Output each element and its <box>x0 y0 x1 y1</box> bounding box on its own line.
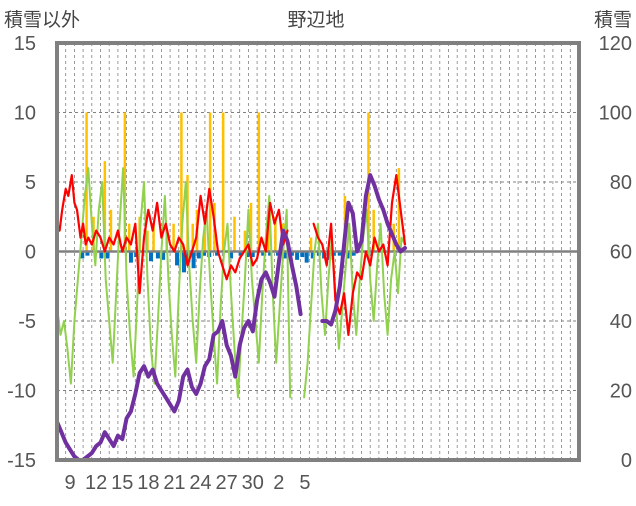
snow-change-bar <box>282 251 287 259</box>
left-tick-label: -5 <box>18 311 36 333</box>
left-tick-label: 15 <box>14 33 36 55</box>
wind-series <box>56 167 406 399</box>
snow-change-bar <box>80 251 85 259</box>
snow-change-bar <box>85 251 90 256</box>
right-tick-label: 80 <box>610 172 632 194</box>
temperature-line <box>312 174 407 336</box>
right-tick-label: 20 <box>610 381 632 403</box>
left-tick-label: -10 <box>7 381 36 403</box>
precipitation-bar <box>191 223 194 252</box>
precipitation-bar <box>243 230 247 252</box>
temperature-series <box>55 174 407 336</box>
snow-change-bar <box>191 251 196 269</box>
snow-change-bar <box>196 251 201 259</box>
precipitation-bar <box>233 216 236 252</box>
snow-change-bar <box>275 251 280 256</box>
right-tick-label: 100 <box>599 103 632 125</box>
precipitation-bar <box>180 112 183 252</box>
snow-change-bar <box>300 251 305 258</box>
snow-change-bar <box>175 251 180 266</box>
x-tick-label: 9 <box>64 472 75 494</box>
snow-change-bar <box>229 251 233 259</box>
x-axis-ticks: 9 12 15 18 21 24 27 30 2 5 <box>64 472 310 494</box>
left-tick-label: 0 <box>25 242 36 264</box>
precipitation-bar <box>208 112 212 252</box>
snow-change-bar <box>327 251 332 260</box>
snow-change-bar <box>250 251 255 258</box>
precipitation-bar <box>203 223 207 252</box>
precipitation-bar <box>146 230 149 252</box>
x-tick-label: 24 <box>189 472 211 494</box>
right-axis-ticks: 120 100 80 60 40 20 0 <box>599 33 632 472</box>
chart-title: 野辺地 <box>287 9 344 31</box>
snow-change-bar <box>261 251 266 256</box>
snow-change-bar <box>310 251 315 259</box>
x-tick-label: 2 <box>273 472 284 494</box>
precipitation-bar <box>172 223 175 252</box>
x-tick-label: 5 <box>299 472 310 494</box>
plot-frame <box>55 41 581 462</box>
snow-change-bar <box>128 251 133 263</box>
precipitation-bar <box>397 168 401 252</box>
x-tick-label: 15 <box>111 472 133 494</box>
snow-change-bar <box>289 251 294 256</box>
snow-change-bar <box>99 251 104 259</box>
wind-line <box>303 208 406 399</box>
precipitation-bar <box>372 209 375 252</box>
snow-change-bar <box>148 251 153 262</box>
temperature-line <box>55 174 289 295</box>
precipitation-bar <box>221 112 225 252</box>
x-tick-label: 30 <box>242 472 264 494</box>
left-tick-label: -15 <box>7 450 36 472</box>
x-tick-label: 18 <box>137 472 159 494</box>
left-tick-label: 5 <box>25 172 36 194</box>
x-tick-label: 12 <box>85 472 107 494</box>
right-tick-label: 120 <box>599 33 632 55</box>
right-tick-label: 0 <box>621 450 632 472</box>
right-tick-label: 60 <box>610 242 632 264</box>
snow-depth-series <box>55 173 407 462</box>
snow-depth-line <box>55 228 303 462</box>
right-tick-label: 40 <box>610 311 632 333</box>
precipitation-bar <box>123 112 127 252</box>
precipitation-bar <box>109 209 113 252</box>
precipitation-bar <box>257 112 261 252</box>
snow-depth-line <box>320 173 407 327</box>
x-tick-label: 27 <box>216 472 238 494</box>
precipitation-bar <box>309 237 313 252</box>
snow-change-bar <box>105 251 110 259</box>
wind-line <box>56 167 292 399</box>
snow-change-bar <box>182 251 187 273</box>
snow-change-bar <box>161 251 166 260</box>
left-axis-label: 積雪以外 <box>4 9 80 31</box>
snow-change-bar <box>238 251 243 256</box>
precipitation-bar <box>103 161 107 252</box>
snow-change-bar <box>215 251 220 256</box>
snow-change-bar <box>268 251 273 256</box>
right-axis-label: 積雪 <box>594 9 632 31</box>
snow-change-bar <box>337 251 342 256</box>
left-tick-label: 10 <box>14 103 36 125</box>
precipitation-bar <box>249 202 253 252</box>
snow-change-bar <box>351 251 356 256</box>
snow-change-bar <box>295 251 300 260</box>
snow-change-bar <box>202 251 207 256</box>
snow-change-bar <box>304 251 309 263</box>
x-tick-label: 21 <box>163 472 185 494</box>
left-axis-ticks: 15 10 5 0 -5 -10 -15 <box>7 33 36 472</box>
snow-change-bar <box>155 251 160 259</box>
precipitation-bar <box>274 216 277 252</box>
snow-change-bar <box>245 251 250 258</box>
precipitation-bar <box>152 223 155 252</box>
precipitation-bar <box>127 223 131 252</box>
